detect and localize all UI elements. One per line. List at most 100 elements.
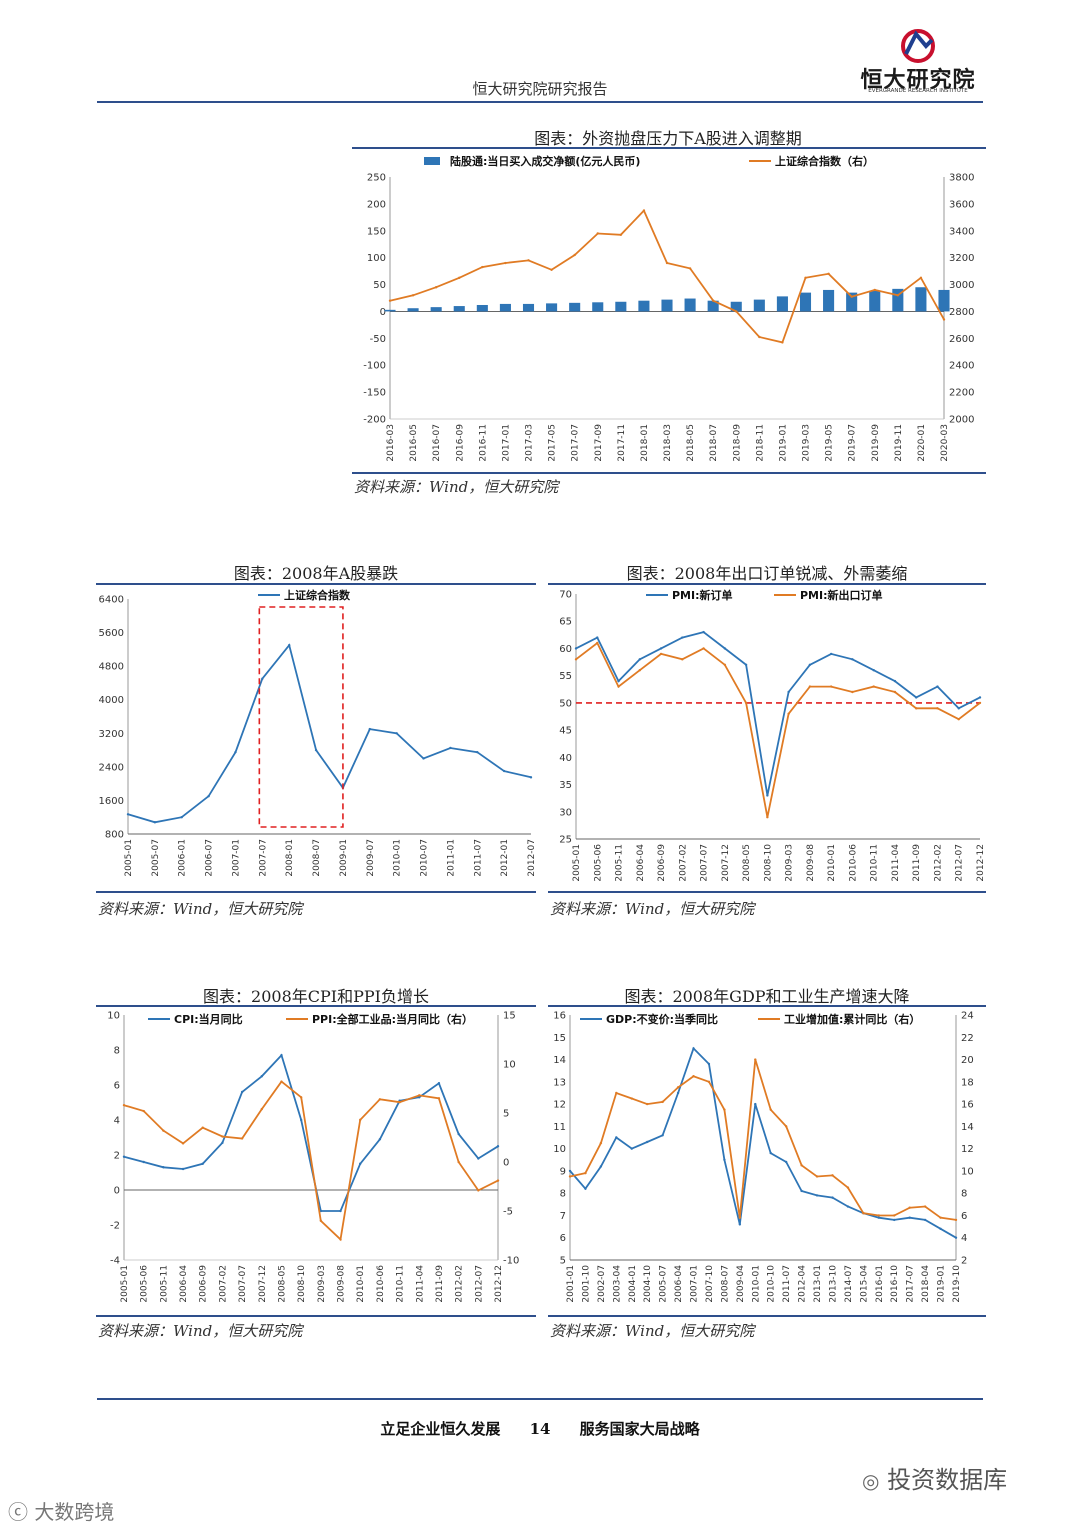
bar-mark: [684, 298, 696, 312]
data-point: [766, 794, 769, 797]
y-tick-label-right: 2800: [949, 307, 974, 318]
x-tick-label: 2007-02: [218, 1265, 228, 1303]
x-tick-label: 2011-07: [473, 839, 483, 877]
highlight-box: [258, 606, 344, 828]
y-tick-label-left: 5600: [99, 628, 124, 639]
data-point: [527, 259, 530, 262]
data-point: [827, 272, 830, 275]
x-tick-label: 2008-07: [312, 839, 322, 877]
data-point: [142, 1109, 145, 1113]
data-point: [142, 1160, 145, 1164]
data-point: [800, 1189, 803, 1193]
data-point: [319, 1219, 323, 1222]
data-point: [418, 1096, 421, 1099]
data-point: [754, 1102, 757, 1106]
y-tick-label-right: 8: [961, 1189, 967, 1200]
data-point: [915, 707, 918, 710]
legend-label: CPI:当月同比: [174, 1012, 243, 1026]
data-point: [915, 696, 918, 699]
y-tick-label-left: -4: [110, 1256, 120, 1267]
y-tick-label-left: 200: [367, 199, 386, 210]
x-tick-label: 2008-01: [285, 839, 295, 877]
y-tick-label-left: 15: [553, 1033, 566, 1044]
x-tick-label: 2005-01: [124, 839, 134, 877]
y-tick-label-left: 3200: [99, 729, 124, 740]
watermark-left: ⓒ 大数跨境: [8, 1500, 115, 1524]
data-point: [936, 685, 939, 688]
x-tick-label: 2007-12: [258, 1265, 268, 1303]
y-tick-label-left: 150: [367, 226, 386, 237]
x-tick-label: 2020-01: [917, 424, 927, 462]
data-point: [280, 1054, 283, 1057]
data-point: [688, 267, 692, 270]
y-tick-label-right: 6: [961, 1211, 967, 1222]
data-point: [638, 669, 641, 672]
data-point: [744, 663, 748, 666]
data-point: [877, 1216, 880, 1219]
data-point: [707, 1080, 711, 1084]
chart4-top-rule: [96, 1005, 536, 1007]
data-point: [846, 1205, 850, 1208]
data-point: [942, 318, 946, 321]
x-tick-label: 2005-01: [120, 1265, 130, 1303]
data-point: [923, 1218, 927, 1222]
y-tick-label-left: 35: [559, 780, 572, 791]
y-tick-label-right: 3800: [949, 173, 974, 184]
chart5-title: 图表：2008年GDP和工业生产增速大降: [624, 987, 910, 1006]
y-tick-label-right: 14: [961, 1122, 974, 1133]
data-point: [502, 769, 506, 773]
y-tick-label-right: 24: [961, 1011, 974, 1022]
x-tick-label: 2020-03: [940, 424, 950, 462]
bar-mark: [592, 302, 604, 312]
data-point: [359, 1162, 362, 1165]
bar-mark: [846, 292, 858, 312]
data-point: [896, 294, 900, 297]
x-tick-label: 2016-03: [386, 424, 396, 462]
data-point: [787, 712, 790, 715]
x-tick-label: 2012-12: [976, 844, 986, 882]
chart2-bottom-rule: [96, 891, 536, 893]
x-tick-label: 2017-07: [571, 424, 581, 462]
x-tick-label: 2006-01: [178, 839, 188, 877]
x-tick-label: 2018-04: [921, 1265, 931, 1303]
y-tick-label-left: 4000: [99, 695, 124, 706]
x-tick-label: 2005-06: [140, 1265, 150, 1303]
data-point: [529, 776, 533, 779]
data-point: [615, 1091, 618, 1095]
legend-label: PMI:新出口订单: [800, 588, 883, 602]
legend-label: PPI:全部工业品:当月同比（右）: [312, 1012, 473, 1026]
x-tick-label: 2007-07: [238, 1265, 248, 1303]
data-point: [162, 1166, 165, 1169]
data-point: [615, 1136, 618, 1139]
x-tick-label: 2004-01: [628, 1265, 638, 1303]
y-tick-label-left: 50: [373, 280, 386, 291]
data-point: [784, 1160, 788, 1164]
x-tick-label: 2009-03: [317, 1265, 327, 1303]
data-point: [617, 685, 620, 688]
data-point: [676, 1091, 680, 1095]
data-point: [395, 732, 398, 735]
data-point: [681, 658, 684, 661]
data-point: [754, 1058, 757, 1061]
y-tick-label-left: 8: [114, 1046, 120, 1057]
y-tick-label-left: 6: [560, 1233, 566, 1244]
data-point: [153, 821, 157, 824]
bar-mark: [707, 300, 719, 312]
data-point: [260, 1107, 263, 1111]
bar-mark: [499, 303, 511, 312]
x-tick-label: 2005-07: [151, 839, 161, 877]
chart3-top-rule: [548, 583, 986, 585]
data-point: [723, 1108, 726, 1111]
logo-text: 恒大研究院: [860, 68, 976, 93]
data-point: [234, 750, 237, 754]
x-tick-label: 2006-04: [179, 1265, 189, 1303]
data-point: [723, 647, 727, 650]
data-point: [829, 685, 833, 688]
x-tick-label: 2019-11: [894, 424, 904, 462]
data-point: [642, 209, 646, 212]
y-tick-label-left: 100: [367, 253, 386, 264]
y-tick-label-left: 14: [553, 1055, 566, 1066]
x-tick-label: 2017-07: [906, 1265, 916, 1303]
x-tick-label: 2016-07: [432, 424, 442, 462]
data-point: [723, 663, 727, 666]
